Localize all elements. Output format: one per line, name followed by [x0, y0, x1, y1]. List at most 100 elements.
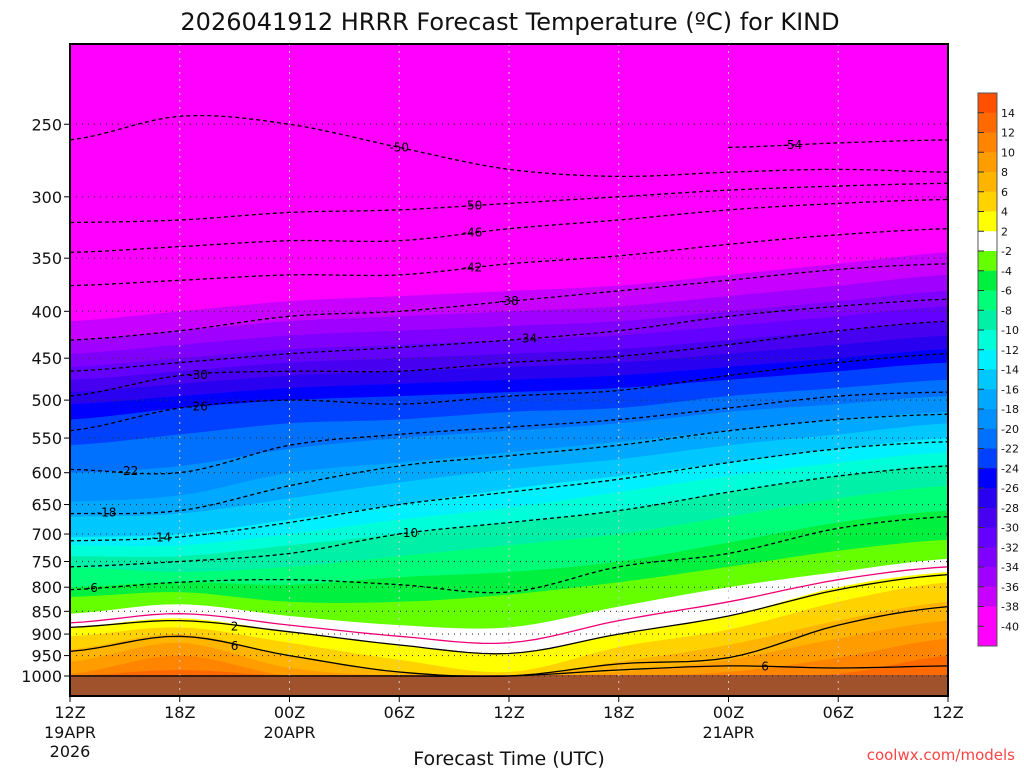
- isotherm-line: [70, 515, 948, 594]
- watermark: coolwx.com/models: [867, 746, 1015, 764]
- colorbar-swatch: [978, 349, 997, 370]
- colorbar-label: 14: [1001, 107, 1015, 120]
- colorbar: 14 12 10 8 6 4 2 -2 -4 -6 -8 -10 -12 -14 -16 -18 -20 -22 -…: [977, 92, 1019, 647]
- y-tick-label: 900: [31, 625, 62, 644]
- y-tick-label: 750: [31, 553, 62, 572]
- y-tick-label: 250: [31, 115, 62, 134]
- colorbar-label: -24: [1001, 462, 1019, 475]
- y-tick-label: 700: [31, 525, 62, 544]
- x-tick-label: 00Z: [274, 703, 305, 722]
- y-tick-label: 400: [31, 302, 62, 321]
- colorbar-label: 2: [1001, 225, 1008, 238]
- isotherm-label: -10: [399, 526, 419, 540]
- colorbar-label: -4: [1001, 265, 1012, 278]
- colorbar-swatch: [978, 231, 997, 252]
- isotherm-label: 2: [231, 619, 239, 633]
- colorbar-label: 4: [1001, 206, 1008, 219]
- colorbar-swatch: [978, 330, 997, 351]
- colorbar-label: -18: [1001, 403, 1019, 416]
- colorbar-label: -30: [1001, 522, 1019, 535]
- isotherm-line: [70, 353, 948, 432]
- colorbar-swatch: [978, 290, 997, 311]
- colorbar-swatch: [978, 191, 997, 212]
- x-tick-label: 00Z: [713, 703, 744, 722]
- colorbar-swatch: [978, 428, 997, 449]
- isotherm-line: [70, 441, 948, 542]
- colorbar-swatch: [978, 211, 997, 232]
- colorbar-label: -38: [1001, 601, 1019, 614]
- colorbar-swatch: [978, 488, 997, 509]
- colorbar-swatch: [978, 527, 997, 548]
- colorbar-swatch: [978, 310, 997, 331]
- x-tick-sublabel: 19APR: [44, 723, 96, 742]
- x-tick-label: 18Z: [603, 703, 634, 722]
- x-tick-sublabel: 21APR: [702, 723, 754, 742]
- y-tick-label: 650: [31, 496, 62, 515]
- colorbar-label: -26: [1001, 482, 1019, 495]
- colorbar-swatch: [978, 507, 997, 528]
- colorbar-label: -22: [1001, 443, 1019, 456]
- colorbar-label: -36: [1001, 581, 1019, 594]
- colorbar-swatch: [978, 251, 997, 272]
- y-tick-label: 500: [31, 391, 62, 410]
- isotherm-line: [70, 573, 948, 655]
- ground-below-surface: [70, 675, 948, 696]
- colorbar-label: -28: [1001, 502, 1019, 515]
- colorbar-label: -14: [1001, 364, 1019, 377]
- colorbar-swatch: [978, 448, 997, 469]
- colorbar-label: -8: [1001, 304, 1012, 317]
- isotherm-label: -6: [86, 581, 98, 595]
- colorbar-label: -2: [1001, 245, 1012, 258]
- y-axis: 250 300 350 400 450 500 550 600 650 700 750 800 850 9…: [21, 115, 70, 686]
- colorbar-swatch: [978, 93, 997, 114]
- colorbar-label: -6: [1001, 285, 1012, 298]
- colorbar-label: -32: [1001, 541, 1019, 554]
- x-tick-sublabel: 20APR: [263, 723, 315, 742]
- y-tick-label: 850: [31, 602, 62, 621]
- isotherm-label: 6: [761, 660, 769, 674]
- y-tick-label: 1000: [21, 667, 62, 686]
- isotherm-line: [70, 320, 948, 397]
- isotherm-line: [70, 263, 948, 341]
- isotherm-label: -42: [463, 261, 483, 275]
- colorbar-swatch: [978, 270, 997, 291]
- isotherm-line: [70, 665, 948, 678]
- colorbar-swatch: [978, 409, 997, 430]
- x-axis-label: Forecast Time (UTC): [413, 748, 604, 768]
- isotherm-label: -30: [188, 368, 208, 382]
- y-tick-label: 550: [31, 429, 62, 448]
- chart-title: 2026041912 HRRR Forecast Temperature (ºC…: [180, 8, 839, 36]
- colorbar-label: -40: [1001, 620, 1019, 633]
- colorbar-label: 12: [1001, 127, 1015, 140]
- x-tick-label: 12Z: [932, 703, 963, 722]
- colorbar-swatch: [978, 547, 997, 568]
- y-tick-label: 600: [31, 464, 62, 483]
- x-tick-label: 18Z: [164, 703, 195, 722]
- colorbar-label: -12: [1001, 344, 1019, 357]
- y-tick-label: 300: [31, 188, 62, 207]
- y-tick-label: 800: [31, 578, 62, 597]
- colorbar-swatch: [978, 369, 997, 390]
- isotherm-label: 6: [231, 639, 239, 653]
- colorbar-swatch: [978, 468, 997, 489]
- colorbar-swatch: [978, 132, 997, 153]
- x-tick-label: 12Z: [493, 703, 524, 722]
- x-tick-label: 12Z: [54, 703, 85, 722]
- colorbar-swatch: [978, 172, 997, 193]
- y-tick-label: 950: [31, 647, 62, 666]
- colorbar-swatch: [978, 567, 997, 588]
- isotherm-line: [70, 413, 948, 515]
- colorbar-swatch: [978, 112, 997, 133]
- isotherm-label: -18: [97, 506, 117, 520]
- isotherm-label: -50: [389, 140, 409, 154]
- colorbar-label: 10: [1001, 146, 1015, 159]
- x-tick-label: 06Z: [823, 703, 854, 722]
- colorbar-label: 6: [1001, 186, 1008, 199]
- colorbar-swatch: [978, 389, 997, 410]
- x-tick-sublabel: 2026: [50, 742, 91, 761]
- isotherm-label: -22: [119, 464, 139, 478]
- isotherm-label: -46: [463, 226, 483, 240]
- isotherm-label: -14: [152, 531, 172, 545]
